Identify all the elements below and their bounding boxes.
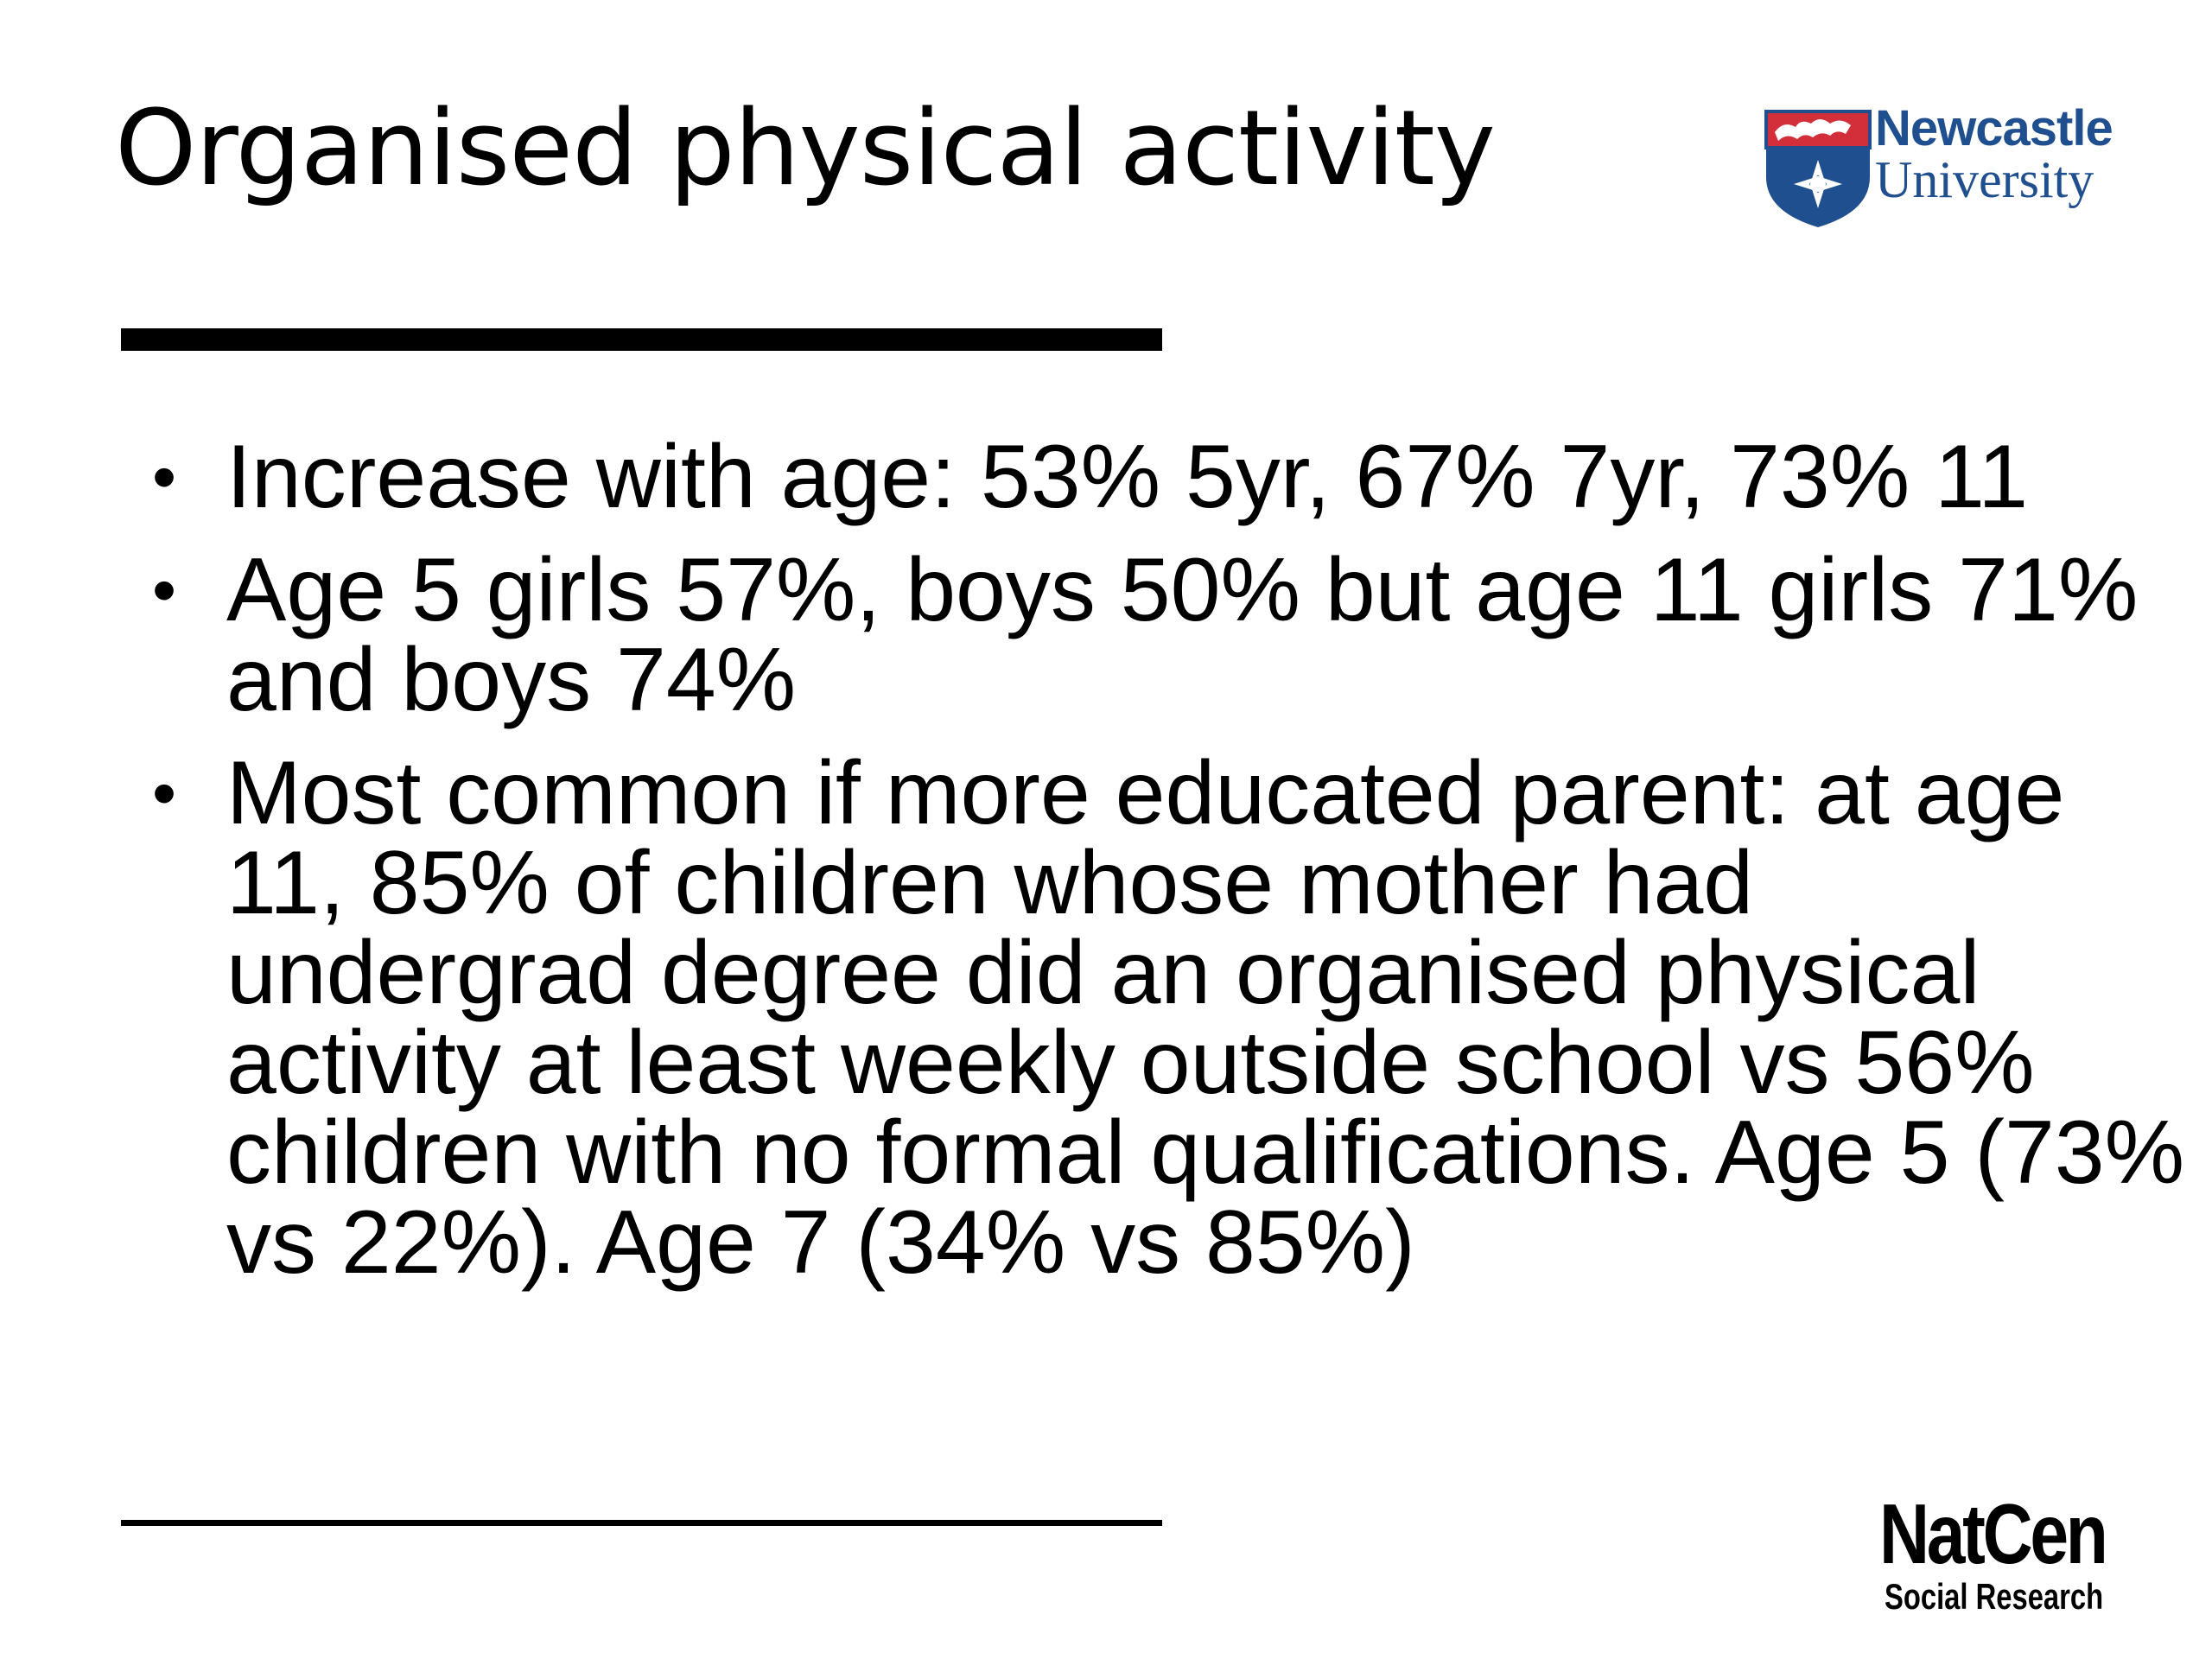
newcastle-university-logo: Newcastle University [1763, 102, 2126, 232]
university-shield-icon [1764, 110, 1872, 227]
bullet-item: • Increase with age: 53% 5yr, 67% 7yr, 7… [138, 432, 2186, 522]
natcen-tagline: Social Research [1885, 1576, 2104, 1617]
bullet-item: • Most common if more educated parent: a… [138, 748, 2186, 1287]
bullet-item: • Age 5 girls 57%, boys 50% but age 11 g… [138, 545, 2186, 725]
natcen-logo: NatCen Social Research [1856, 1486, 2115, 1617]
newcastle-wordmark-line2: University [1875, 151, 2094, 208]
footer-rule [121, 1520, 1162, 1526]
bullet-text: Most common if more educated parent: at … [226, 743, 2185, 1293]
newcastle-wordmark-line1: Newcastle [1875, 100, 2113, 156]
newcastle-wordmark: Newcastle University [1875, 100, 2113, 208]
slide-title: Organised physical activity [115, 89, 1496, 209]
bullet-list: • Increase with age: 53% 5yr, 67% 7yr, 7… [138, 432, 2186, 1311]
bullet-text: Increase with age: 53% 5yr, 67% 7yr, 73%… [226, 427, 2029, 527]
bullet-text: Age 5 girls 57%, boys 50% but age 11 gir… [226, 540, 2139, 730]
bullet-marker: • [151, 551, 176, 628]
bullet-marker: • [151, 438, 176, 515]
title-underline [121, 328, 1162, 351]
bullet-marker: • [151, 754, 176, 831]
natcen-wordmark: NatCen [1879, 1486, 2108, 1581]
